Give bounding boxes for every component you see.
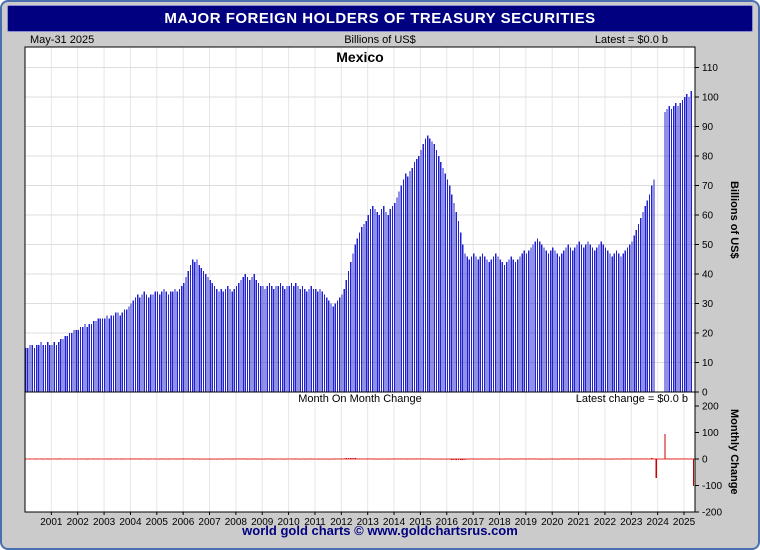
svg-text:2008: 2008 bbox=[225, 517, 248, 528]
mom-panel-title: Month On Month Change bbox=[298, 393, 422, 405]
footer-credit: world gold charts © www.goldchartsrus.co… bbox=[242, 523, 518, 538]
mom-latest-value-label: Latest change = $0.0 b bbox=[575, 393, 688, 405]
svg-text:-200: -200 bbox=[702, 508, 722, 519]
y-axis-label-holdings: Billions of US$ bbox=[728, 180, 740, 259]
svg-text:2016: 2016 bbox=[436, 517, 459, 528]
svg-text:110: 110 bbox=[702, 63, 718, 74]
svg-text:2021: 2021 bbox=[567, 517, 590, 528]
svg-text:2024: 2024 bbox=[647, 517, 670, 528]
svg-text:2005: 2005 bbox=[146, 517, 169, 528]
svg-text:90: 90 bbox=[702, 122, 714, 133]
svg-text:200: 200 bbox=[702, 402, 719, 413]
svg-text:2023: 2023 bbox=[620, 517, 643, 528]
svg-text:2001: 2001 bbox=[40, 517, 63, 528]
svg-text:2006: 2006 bbox=[172, 517, 195, 528]
date-label: May-31 2025 bbox=[30, 34, 95, 46]
svg-text:20: 20 bbox=[702, 329, 714, 340]
svg-text:2020: 2020 bbox=[541, 517, 564, 528]
svg-text:2007: 2007 bbox=[198, 517, 221, 528]
svg-text:100: 100 bbox=[702, 428, 719, 439]
svg-text:0: 0 bbox=[702, 455, 708, 466]
units-label: Billions of US$ bbox=[344, 34, 416, 46]
y-tick-labels: 0 10 20 30 40 50 60 70 80 90 100 110 -200 -100 0 100 200 bbox=[695, 63, 722, 519]
y-axis-label-monthly-change: Monthly Change bbox=[728, 409, 740, 495]
svg-text:2013: 2013 bbox=[357, 517, 380, 528]
svg-text:70: 70 bbox=[702, 181, 714, 192]
svg-text:2011: 2011 bbox=[304, 517, 326, 528]
svg-text:2012: 2012 bbox=[330, 517, 353, 528]
svg-text:100: 100 bbox=[702, 93, 719, 104]
svg-text:50: 50 bbox=[702, 240, 714, 251]
svg-text:30: 30 bbox=[702, 299, 714, 310]
x-tick-labels: 2001 2002 2003 2004 2005 2006 2007 2008 2009 2010… bbox=[40, 512, 696, 528]
mom-bars bbox=[29, 433, 695, 487]
svg-text:2015: 2015 bbox=[409, 517, 432, 528]
svg-text:0: 0 bbox=[702, 388, 708, 399]
svg-text:2002: 2002 bbox=[67, 517, 90, 528]
holdings-bars bbox=[25, 91, 692, 393]
svg-text:2014: 2014 bbox=[383, 517, 406, 528]
page-title: MAJOR FOREIGN HOLDERS OF TREASURY SECURI… bbox=[7, 5, 753, 32]
svg-text:60: 60 bbox=[702, 211, 714, 222]
svg-text:2018: 2018 bbox=[488, 517, 511, 528]
latest-value-label: Latest = $0.0 b bbox=[594, 34, 668, 46]
svg-text:10: 10 bbox=[702, 358, 714, 369]
chart-title: Mexico bbox=[336, 49, 384, 65]
svg-text:2022: 2022 bbox=[594, 517, 617, 528]
svg-text:2017: 2017 bbox=[462, 517, 485, 528]
svg-text:2019: 2019 bbox=[515, 517, 538, 528]
svg-text:40: 40 bbox=[702, 270, 714, 281]
svg-text:-100: -100 bbox=[702, 481, 722, 492]
svg-text:2009: 2009 bbox=[251, 517, 274, 528]
svg-text:2003: 2003 bbox=[93, 517, 116, 528]
svg-text:2010: 2010 bbox=[277, 517, 300, 528]
svg-text:80: 80 bbox=[702, 152, 714, 163]
svg-text:2025: 2025 bbox=[673, 517, 696, 528]
plot-border bbox=[24, 46, 696, 513]
svg-text:2004: 2004 bbox=[119, 517, 142, 528]
